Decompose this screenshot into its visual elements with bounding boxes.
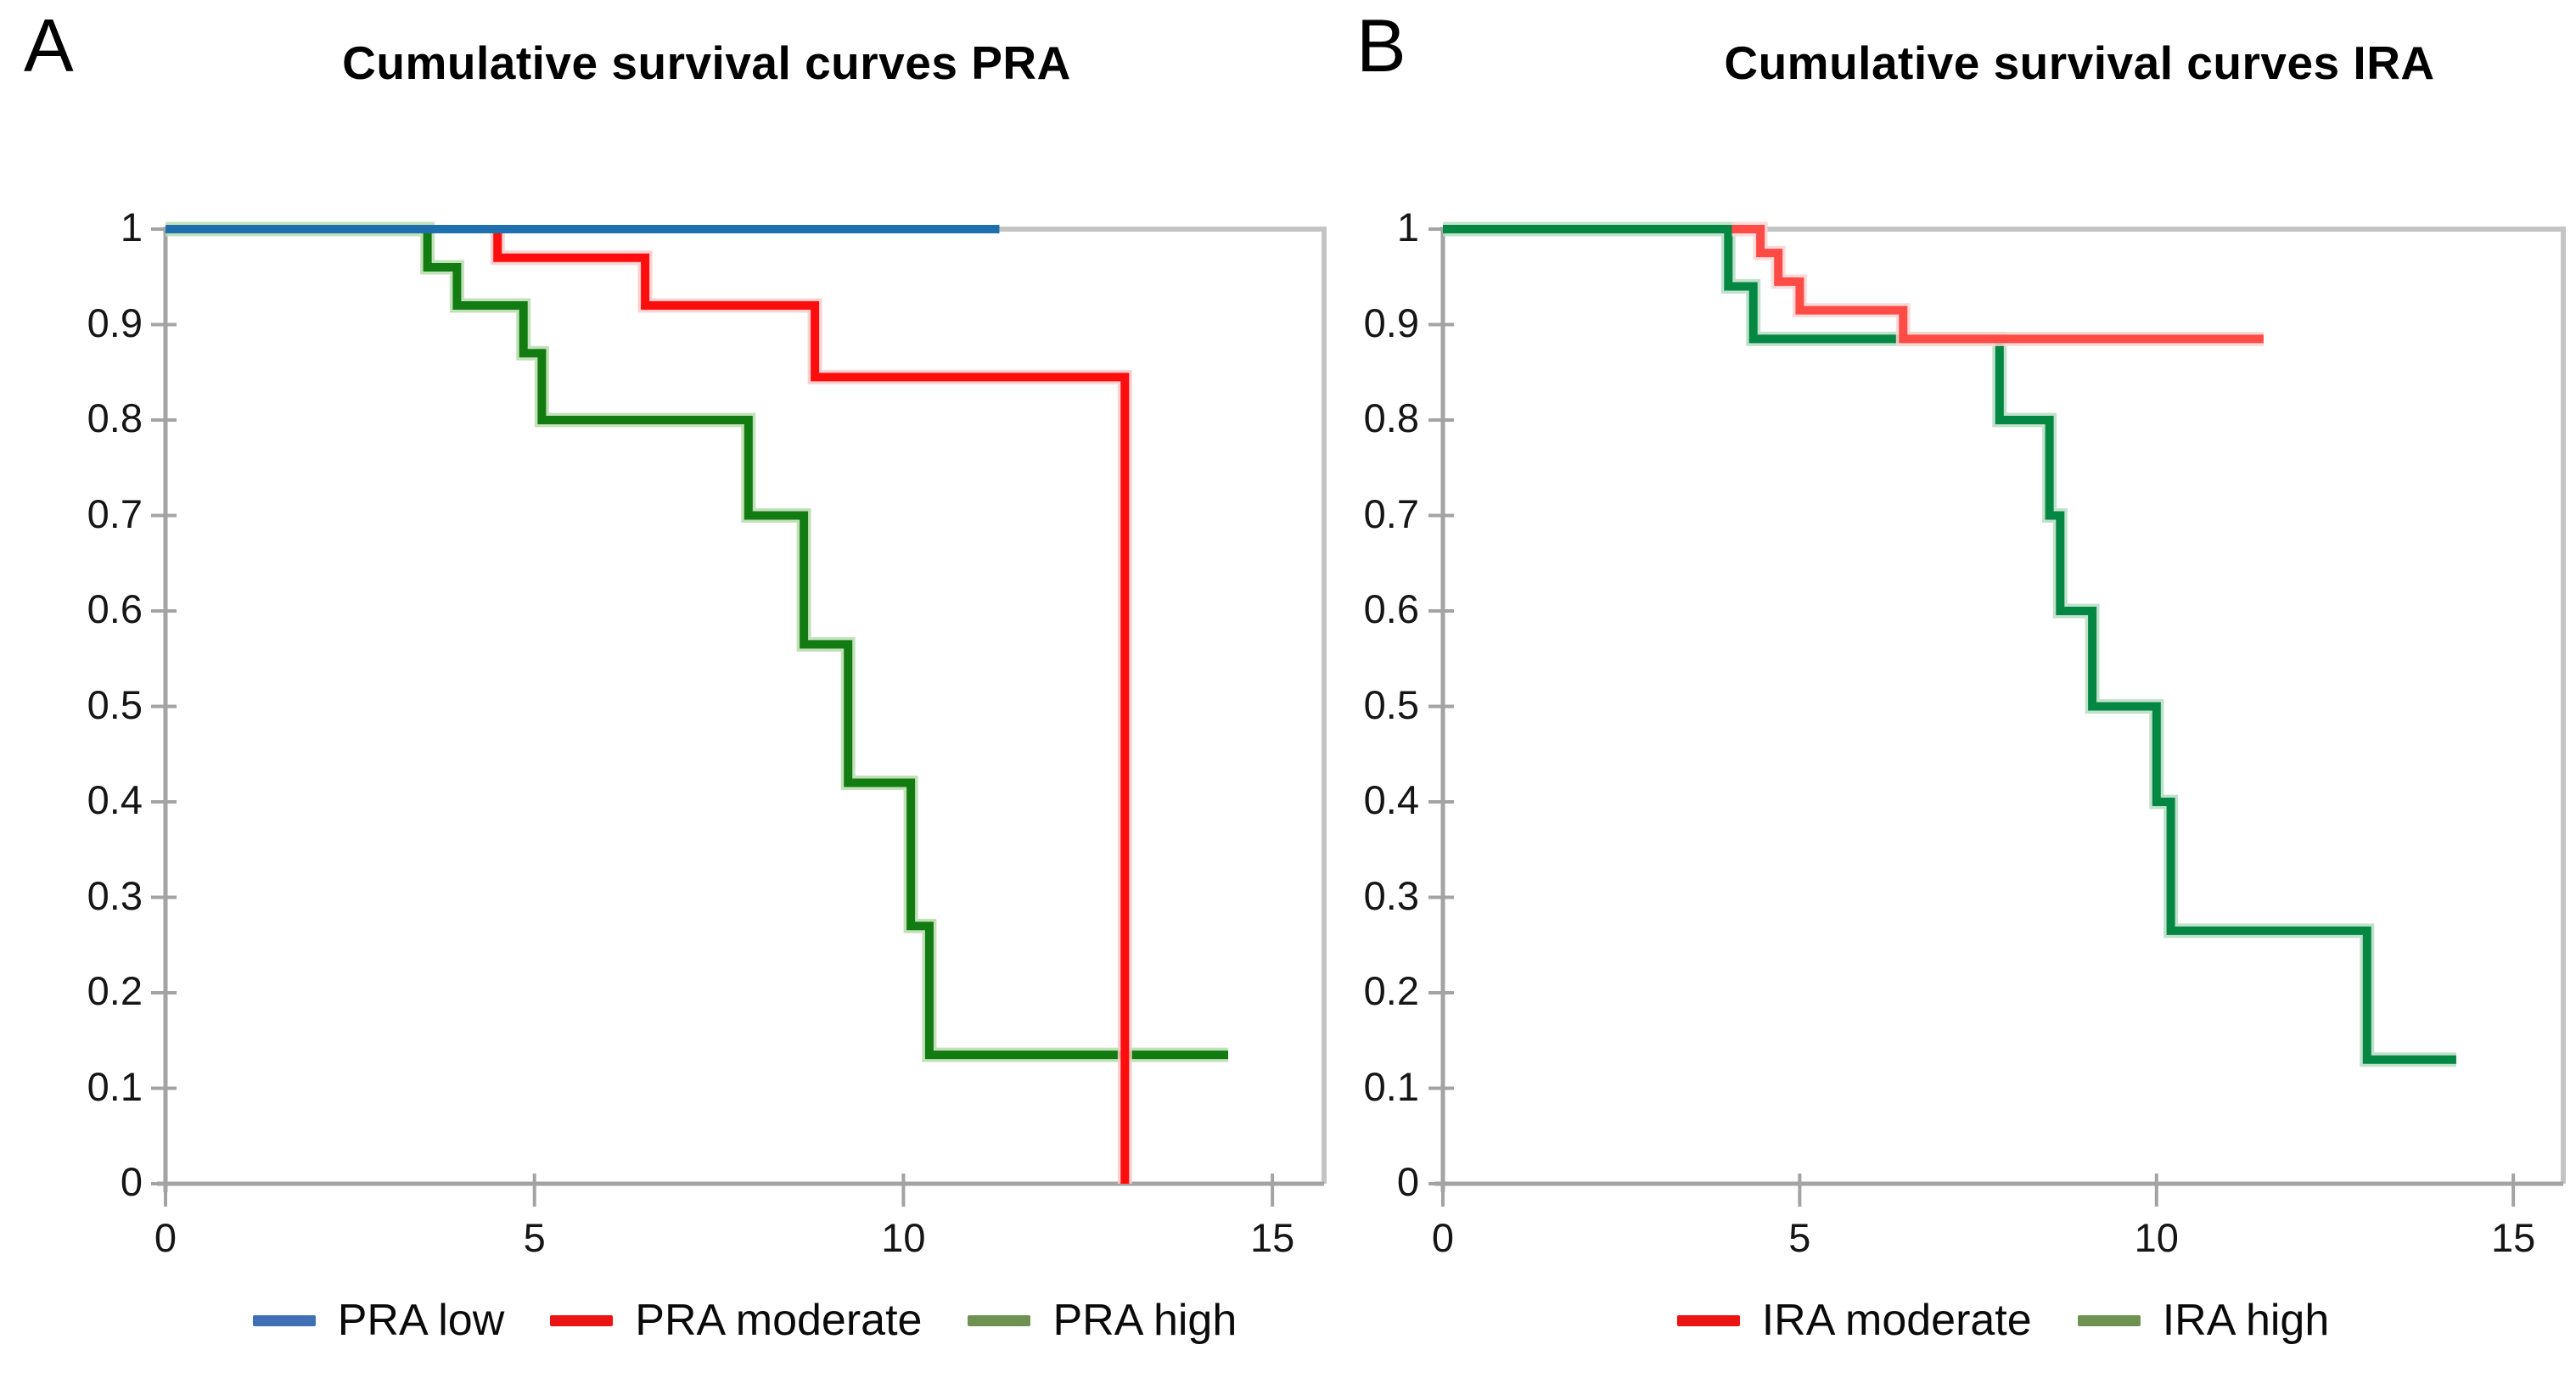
y-tick-label-A-0.8: 0.8 <box>87 395 143 440</box>
x-tick-label-A-5: 5 <box>523 1215 546 1260</box>
panel-a-legend: PRA low PRA moderate PRA high <box>166 1295 1324 1346</box>
legend-item-ira-moderate: IRA moderate <box>1676 1295 2032 1346</box>
y-tick-label-A-0.9: 0.9 <box>87 300 143 345</box>
y-tick-label-B-0.8: 0.8 <box>1363 395 1419 440</box>
legend-item-pra-low: PRA low <box>252 1295 505 1346</box>
x-tick-label-A-0: 0 <box>154 1215 177 1260</box>
y-tick-label-B-0: 0 <box>1396 1159 1419 1204</box>
legend-label-pra-low: PRA low <box>337 1296 505 1345</box>
y-tick-label-A-0: 0 <box>120 1159 143 1204</box>
y-tick-label-A-0.2: 0.2 <box>87 968 143 1013</box>
ira-high-line-swatch <box>2077 1314 2141 1326</box>
y-tick-label-B-0.4: 0.4 <box>1363 777 1419 822</box>
pra-low-line-swatch <box>252 1314 316 1326</box>
panel-a-title: Cumulative survival curves PRA <box>342 36 1071 89</box>
legend-item-pra-high: PRA high <box>968 1295 1237 1346</box>
y-tick-label-A-0.7: 0.7 <box>87 490 143 536</box>
y-tick-label-B-0.1: 0.1 <box>1363 1063 1419 1109</box>
y-tick-label-A-0.5: 0.5 <box>87 681 143 727</box>
y-tick-label-B-0.2: 0.2 <box>1363 968 1419 1013</box>
y-tick-label-A-0.6: 0.6 <box>87 586 143 631</box>
panel-b-letter: B <box>1356 3 1406 87</box>
y-tick-label-B-0.3: 0.3 <box>1363 872 1419 918</box>
x-tick-label-B-15: 15 <box>2491 1215 2536 1260</box>
y-tick-label-B-0.6: 0.6 <box>1363 586 1419 631</box>
x-tick-label-B-0: 0 <box>1431 1215 1455 1260</box>
legend-item-ira-high: IRA high <box>2077 1295 2330 1346</box>
ira-moderate-line-swatch <box>1676 1314 1740 1326</box>
legend-item-pra-moderate: PRA moderate <box>550 1295 922 1346</box>
panel-b-title: Cumulative survival curves IRA <box>1724 36 2435 89</box>
legend-label-ira-moderate: IRA moderate <box>1761 1296 2032 1345</box>
x-tick-label-A-10: 10 <box>881 1215 926 1260</box>
y-tick-label-A-1: 1 <box>120 204 143 249</box>
panel-a-letter: A <box>24 3 74 87</box>
y-tick-label-A-0.1: 0.1 <box>87 1063 143 1109</box>
y-tick-label-B-0.5: 0.5 <box>1363 681 1419 727</box>
y-tick-label-A-0.3: 0.3 <box>87 872 143 918</box>
y-tick-label-B-0.7: 0.7 <box>1363 490 1419 536</box>
y-tick-label-B-0.9: 0.9 <box>1363 300 1419 345</box>
x-tick-label-B-5: 5 <box>1788 1215 1811 1260</box>
x-tick-label-B-10: 10 <box>2134 1215 2179 1260</box>
legend-label-pra-high: PRA high <box>1052 1296 1237 1345</box>
panel-b-legend: IRA moderate IRA high <box>1443 1295 2563 1346</box>
legend-label-pra-moderate: PRA moderate <box>635 1296 923 1345</box>
pra-high-line-swatch <box>968 1314 1031 1326</box>
pra-moderate-line-swatch <box>550 1314 614 1326</box>
x-tick-label-A-15: 15 <box>1249 1215 1295 1260</box>
legend-label-ira-high: IRA high <box>2162 1296 2330 1345</box>
y-tick-label-B-1: 1 <box>1396 204 1419 249</box>
y-tick-label-A-0.4: 0.4 <box>87 777 143 822</box>
